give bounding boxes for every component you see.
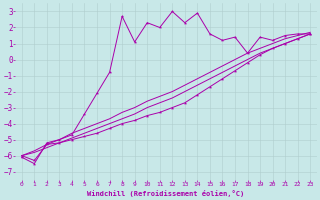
X-axis label: Windchill (Refroidissement éolien,°C): Windchill (Refroidissement éolien,°C) [87,190,244,197]
